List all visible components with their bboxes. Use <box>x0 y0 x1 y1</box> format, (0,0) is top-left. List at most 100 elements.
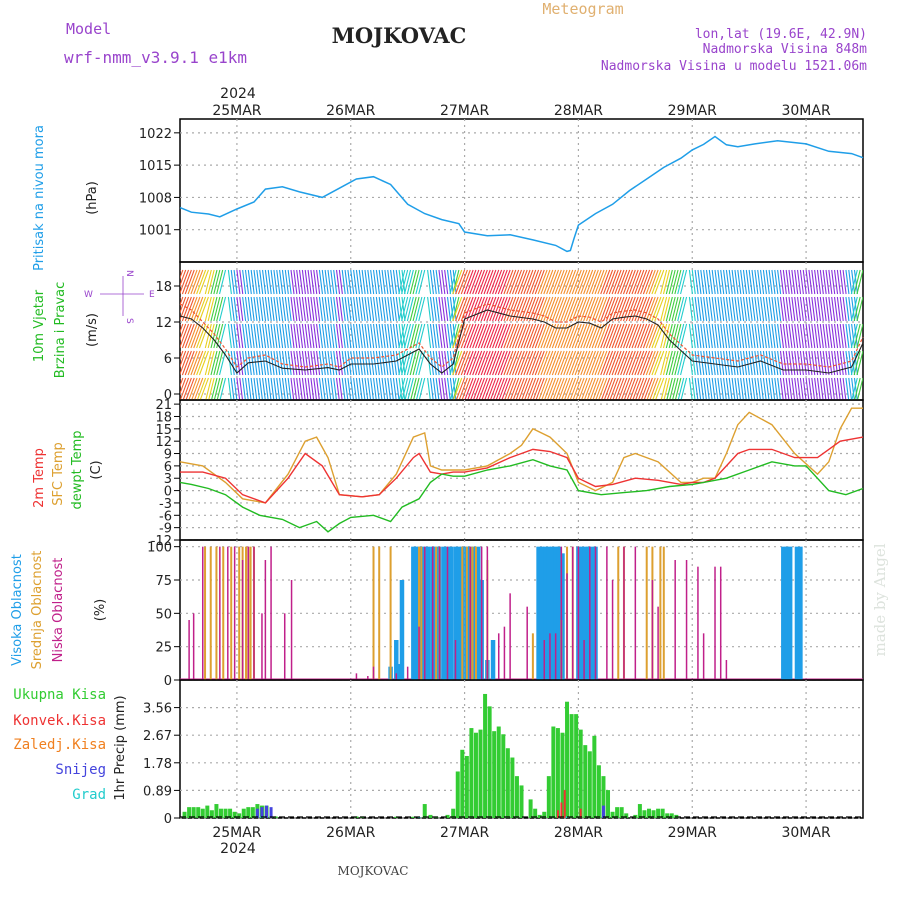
wind-barb <box>361 350 366 376</box>
wind-barb <box>797 377 801 400</box>
wind-barb <box>347 269 352 295</box>
wind-barb <box>833 296 839 322</box>
wind-barb <box>771 296 776 322</box>
precip-total-bar <box>464 755 469 818</box>
wind-barb <box>560 350 571 376</box>
wind-barb <box>452 377 463 400</box>
wind-barb <box>344 269 349 295</box>
wind-barb <box>833 377 838 400</box>
wind-barb <box>500 269 511 295</box>
wind-barb <box>620 323 631 349</box>
wind-barb <box>497 323 508 349</box>
wind-barb <box>697 296 702 322</box>
wind-barb <box>777 350 782 376</box>
wind-barb <box>193 269 204 295</box>
wind-barb <box>828 323 833 349</box>
wind-barb <box>808 350 813 376</box>
wind-barb <box>802 350 807 376</box>
cloud-low-bar <box>423 546 426 680</box>
wind-barb <box>506 350 517 376</box>
wind-barb <box>503 323 514 349</box>
wind-barb <box>688 323 693 349</box>
precip-total-bar <box>637 804 642 818</box>
wind-barb <box>506 296 517 322</box>
wind-barb <box>748 296 753 322</box>
wind-barb <box>509 323 520 349</box>
wind-barb <box>427 377 431 400</box>
wind-barb <box>492 350 503 376</box>
wind-barb <box>438 350 443 376</box>
wind-barb <box>406 269 414 295</box>
cloud-mid-bar <box>230 546 233 680</box>
precip-total-bar <box>569 714 574 818</box>
top-year-label: 2024 <box>220 86 256 102</box>
cloud-low-bar <box>657 606 659 680</box>
wind-barb <box>330 323 335 349</box>
wind-barb <box>438 377 443 400</box>
wind-barb <box>828 377 833 400</box>
wind-barb <box>347 323 352 349</box>
wind-barb <box>660 377 668 400</box>
wind-barb <box>631 350 642 376</box>
wind-barb <box>287 269 292 295</box>
wind-barb <box>180 323 187 341</box>
wind-barb <box>608 296 619 322</box>
wind-barb <box>457 269 468 295</box>
wind-barb <box>390 350 395 376</box>
wind-barb <box>370 323 375 349</box>
wind-barb <box>190 323 201 349</box>
wind-barb <box>694 323 699 349</box>
wind-barb <box>375 377 380 400</box>
wind-barb <box>193 350 204 376</box>
wind-barb <box>185 377 195 400</box>
wind-barb <box>591 269 602 295</box>
wind-barb <box>180 296 190 322</box>
wind-barb <box>691 377 696 400</box>
wind-barb <box>853 269 859 295</box>
wind-barb <box>748 323 753 349</box>
wind-barb <box>472 296 483 322</box>
wind-barb <box>335 269 341 295</box>
wind-barb <box>264 377 269 400</box>
wind-barb <box>395 377 400 400</box>
cloud-low-bar <box>486 546 489 680</box>
wind-barb <box>432 350 437 376</box>
wind-barb <box>622 350 634 376</box>
wind-barb <box>398 323 403 349</box>
wind-barb <box>324 296 329 322</box>
wind-barb <box>751 296 756 322</box>
cloud-mid-bar <box>372 546 375 680</box>
wind-barb <box>284 377 289 400</box>
wind-barb <box>537 296 548 322</box>
top-date-label: 28MAR <box>554 103 603 119</box>
wind-barb <box>703 377 707 400</box>
y-tick-label: 0 <box>164 388 172 403</box>
y-tick-label: 1022 <box>139 127 172 142</box>
cloud-low-bar <box>469 546 472 680</box>
wind-barb <box>526 323 537 349</box>
wind-barb <box>577 350 588 376</box>
wind-barb <box>731 350 736 376</box>
wind-barb <box>731 377 736 400</box>
wind-barb <box>717 350 722 376</box>
wind-barb <box>180 323 190 349</box>
wind-barb <box>341 296 346 322</box>
cloud-low-bar <box>611 580 614 680</box>
wind-barb <box>853 269 861 295</box>
wind-barb <box>452 350 463 376</box>
y-tick-label: 18 <box>155 410 172 425</box>
wind-barb <box>631 269 642 295</box>
wind-barb <box>341 269 346 295</box>
wind-barb <box>199 377 209 400</box>
wind-barb <box>771 269 776 295</box>
wind-barb <box>412 269 420 295</box>
wind-barb <box>592 377 602 400</box>
wind-barb <box>842 377 847 400</box>
wind-barb <box>500 350 511 376</box>
cloud-high-bar <box>787 546 793 680</box>
wind-barb <box>765 350 770 376</box>
wind-barb <box>472 350 483 376</box>
wind-barb <box>580 350 591 376</box>
wind-barb <box>313 377 318 400</box>
wind-barb <box>276 323 281 349</box>
